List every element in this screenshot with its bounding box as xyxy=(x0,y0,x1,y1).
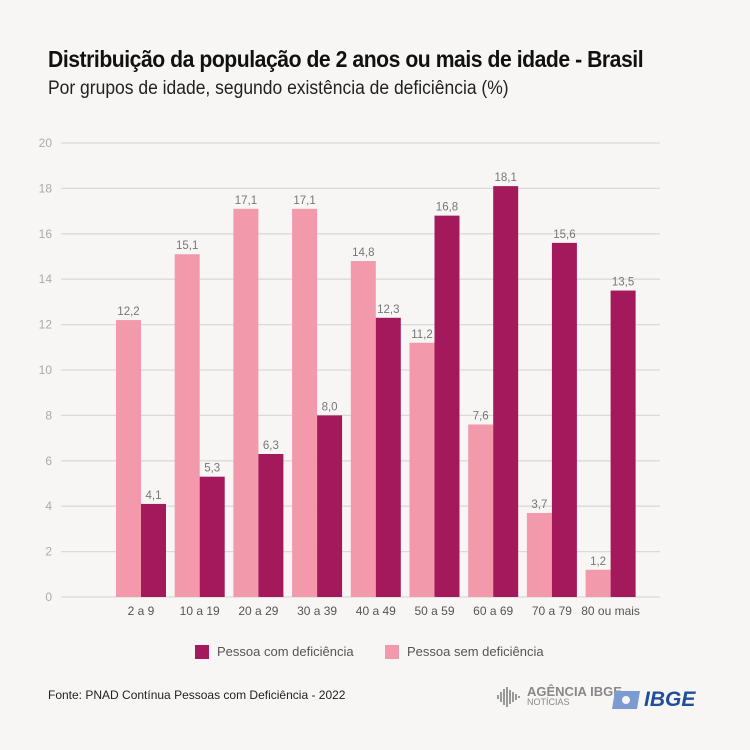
x-tick-label: 80 ou mais xyxy=(581,604,640,618)
y-tick-label: 10 xyxy=(39,363,53,377)
data-label: 3,7 xyxy=(531,499,547,511)
data-label: 11,2 xyxy=(411,329,433,341)
bar xyxy=(116,320,141,597)
data-label: 18,1 xyxy=(495,172,517,184)
y-tick-label: 8 xyxy=(45,408,52,422)
x-tick-label: 2 a 9 xyxy=(128,604,155,618)
bar xyxy=(493,186,519,597)
x-tick-label: 10 a 19 xyxy=(180,604,220,618)
data-label: 12,3 xyxy=(377,304,399,316)
data-label: 13,5 xyxy=(612,277,634,289)
data-label: 14,8 xyxy=(352,247,374,259)
legend-label: Pessoa com deficiência xyxy=(217,644,354,659)
agencia-text: AGÊNCIA IBGE xyxy=(527,684,622,699)
bar xyxy=(551,242,577,597)
data-label: 12,2 xyxy=(117,306,139,318)
legend-item-sem: Pessoa sem deficiência xyxy=(385,644,544,659)
x-tick-label: 50 a 59 xyxy=(414,604,454,618)
bar xyxy=(258,453,284,597)
y-tick-label: 20 xyxy=(39,136,53,150)
y-tick-label: 2 xyxy=(45,545,52,559)
bar xyxy=(292,208,318,597)
x-tick-label: 70 a 79 xyxy=(532,604,572,618)
y-tick-label: 0 xyxy=(45,590,52,604)
bar xyxy=(375,317,401,597)
chart-title: Distribuição da população de 2 anos ou m… xyxy=(48,46,644,72)
data-label: 5,3 xyxy=(204,463,220,475)
data-label: 16,8 xyxy=(436,202,458,214)
data-label: 6,3 xyxy=(263,440,279,452)
y-tick-label: 18 xyxy=(39,181,53,195)
agencia-ibge-logo: AGÊNCIA IBGE NOTÍCIAS xyxy=(497,684,622,707)
y-tick-label: 16 xyxy=(39,227,53,241)
bar xyxy=(468,424,494,597)
bar xyxy=(526,513,552,597)
data-label: 4,1 xyxy=(146,490,162,502)
data-label: 17,1 xyxy=(293,195,315,207)
bar xyxy=(434,215,460,597)
bar xyxy=(409,342,435,597)
legend-swatch xyxy=(195,644,209,659)
y-tick-label: 14 xyxy=(39,272,53,286)
bar xyxy=(141,503,166,597)
chart-subtitle: Por grupos de idade, segundo existência … xyxy=(48,78,509,99)
bar xyxy=(585,569,611,597)
legend-swatch xyxy=(385,644,399,659)
source-note: Fonte: PNAD Contínua Pessoas com Deficiê… xyxy=(48,688,346,702)
bar xyxy=(350,261,376,597)
y-tick-label: 12 xyxy=(39,318,53,332)
bar xyxy=(174,254,200,598)
bar xyxy=(199,476,225,597)
x-tick-label: 20 a 29 xyxy=(238,604,278,618)
y-tick-label: 6 xyxy=(45,454,52,468)
data-label: 15,1 xyxy=(176,240,198,252)
y-tick-label: 4 xyxy=(45,499,52,513)
legend-item-com: Pessoa com deficiência xyxy=(195,644,354,659)
bar xyxy=(317,415,343,597)
data-label: 17,1 xyxy=(235,195,257,207)
x-tick-label: 60 a 69 xyxy=(473,604,513,618)
data-label: 15,6 xyxy=(553,229,575,241)
agencia-sub: NOTÍCIAS xyxy=(527,697,570,707)
ibge-logo: IBGE xyxy=(612,688,695,712)
data-label: 7,6 xyxy=(473,410,489,422)
x-tick-label: 40 a 49 xyxy=(356,604,396,618)
data-label: 1,2 xyxy=(590,556,606,568)
data-label: 8,0 xyxy=(322,401,338,413)
bar xyxy=(233,208,259,597)
ibge-text: IBGE xyxy=(644,688,696,711)
legend-label: Pessoa sem deficiência xyxy=(407,644,544,659)
x-tick-label: 30 a 39 xyxy=(297,604,337,618)
bar xyxy=(610,290,636,597)
